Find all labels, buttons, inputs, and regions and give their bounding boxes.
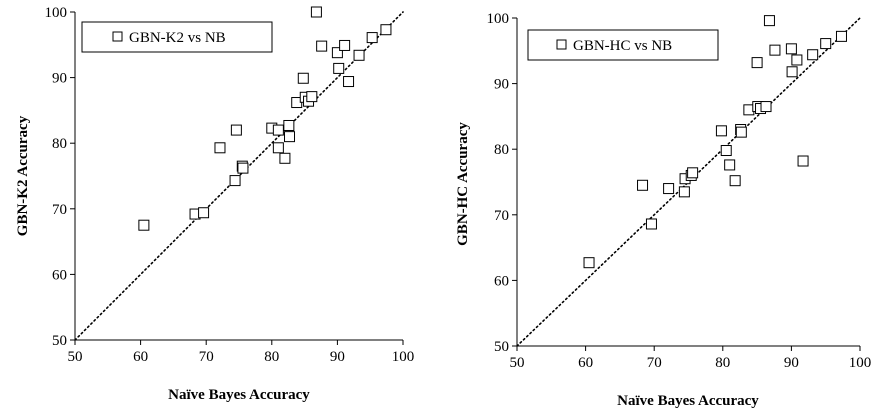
data-point	[663, 183, 675, 195]
data-point	[645, 218, 657, 230]
data-point	[760, 101, 772, 113]
x-tick-label: 100	[392, 349, 415, 365]
data-point	[272, 142, 284, 154]
y-tick-label: 100	[45, 5, 68, 21]
data-point	[785, 43, 797, 55]
y-tick-label: 50	[494, 339, 509, 355]
data-point	[366, 32, 378, 44]
data-point	[380, 24, 392, 36]
x-axis-title: Naïve Bayes Accuracy	[617, 393, 759, 409]
x-axis-title: Naïve Bayes Accuracy	[168, 387, 310, 403]
reference-line	[516, 17, 861, 347]
x-tick-label: 80	[264, 349, 279, 365]
x-tick-label: 70	[647, 355, 662, 371]
x-tick-label: 50	[68, 349, 83, 365]
data-point	[786, 66, 798, 78]
x-tick-label: 80	[715, 355, 730, 371]
data-point	[297, 72, 309, 84]
x-ticks: 50 60 70 80 90 100	[68, 340, 415, 365]
data-point	[339, 39, 351, 51]
data-point	[807, 49, 819, 61]
diagonal-reference-line	[516, 17, 861, 347]
diagonal-reference-line	[74, 11, 404, 341]
data-point	[284, 131, 296, 143]
data-point	[715, 125, 727, 137]
data-point	[353, 49, 365, 61]
data-point	[343, 76, 355, 88]
data-point	[283, 119, 295, 131]
y-tick-label: 80	[52, 136, 67, 152]
y-tick-label: 50	[52, 333, 67, 349]
legend-marker	[556, 39, 567, 50]
data-point	[272, 124, 284, 136]
plot-frame	[74, 12, 403, 341]
legend-label: GBN-HC vs NB	[573, 38, 672, 54]
data-point	[751, 57, 763, 69]
data-point	[835, 30, 847, 42]
y-axis-title: GBN-HC Accuracy	[455, 122, 471, 246]
y-tick-label: 70	[52, 202, 67, 218]
x-tick-label: 70	[199, 349, 214, 365]
y-ticks: 50 60 70 80 90 100	[45, 5, 75, 349]
plot-frame	[516, 18, 860, 347]
x-tick-label: 90	[784, 355, 799, 371]
data-point	[797, 155, 809, 167]
data-points	[583, 15, 847, 269]
data-point	[229, 175, 241, 187]
data-point	[316, 40, 328, 52]
data-point	[724, 159, 736, 171]
data-point	[763, 15, 775, 27]
data-point	[678, 186, 690, 198]
y-tick-label: 80	[494, 142, 509, 158]
data-point	[637, 179, 649, 191]
data-point	[310, 6, 322, 18]
x-ticks: 50 60 70 80 90 100	[510, 346, 872, 371]
y-axis-title: GBN-K2 Accuracy	[15, 115, 31, 236]
data-point	[720, 145, 732, 157]
data-point	[214, 142, 226, 154]
data-point	[279, 152, 291, 164]
data-point	[769, 44, 781, 56]
y-tick-label: 100	[487, 11, 510, 27]
y-tick-label: 90	[494, 77, 509, 93]
data-point	[729, 175, 741, 187]
data-point	[230, 124, 242, 136]
legend: GBN-K2 vs NB	[81, 21, 273, 53]
x-tick-label: 50	[510, 355, 525, 371]
x-tick-label: 60	[133, 349, 148, 365]
data-point	[198, 207, 210, 219]
data-point	[306, 91, 318, 103]
legend-label: GBN-K2 vs NB	[129, 30, 226, 46]
y-tick-label: 70	[494, 208, 509, 224]
data-point	[583, 257, 595, 269]
y-tick-label: 60	[52, 267, 67, 283]
x-tick-label: 90	[330, 349, 345, 365]
legend-marker	[112, 31, 123, 42]
data-point	[333, 62, 345, 74]
data-point	[820, 38, 832, 50]
data-points	[138, 6, 392, 231]
data-point	[331, 47, 343, 59]
data-point	[735, 126, 747, 138]
chart-gbn-hc: 50 60 70 80 90 100 50 60 70 80 90 100 Naïve Bayes …	[455, 11, 871, 409]
x-tick-label: 60	[578, 355, 593, 371]
reference-line	[74, 11, 404, 341]
x-tick-label: 100	[849, 355, 872, 371]
legend: GBN-HC vs NB	[527, 29, 719, 61]
y-tick-label: 60	[494, 273, 509, 289]
chart-gbn-k2: 50 60 70 80 90 100 50 60 70 80 90 100 Naïve Bayes …	[15, 5, 414, 403]
data-point	[791, 54, 803, 66]
y-tick-label: 90	[52, 71, 67, 87]
data-point	[237, 162, 249, 174]
data-point	[687, 167, 699, 179]
data-point	[138, 219, 150, 231]
y-ticks: 50 60 70 80 90 100	[487, 11, 517, 355]
